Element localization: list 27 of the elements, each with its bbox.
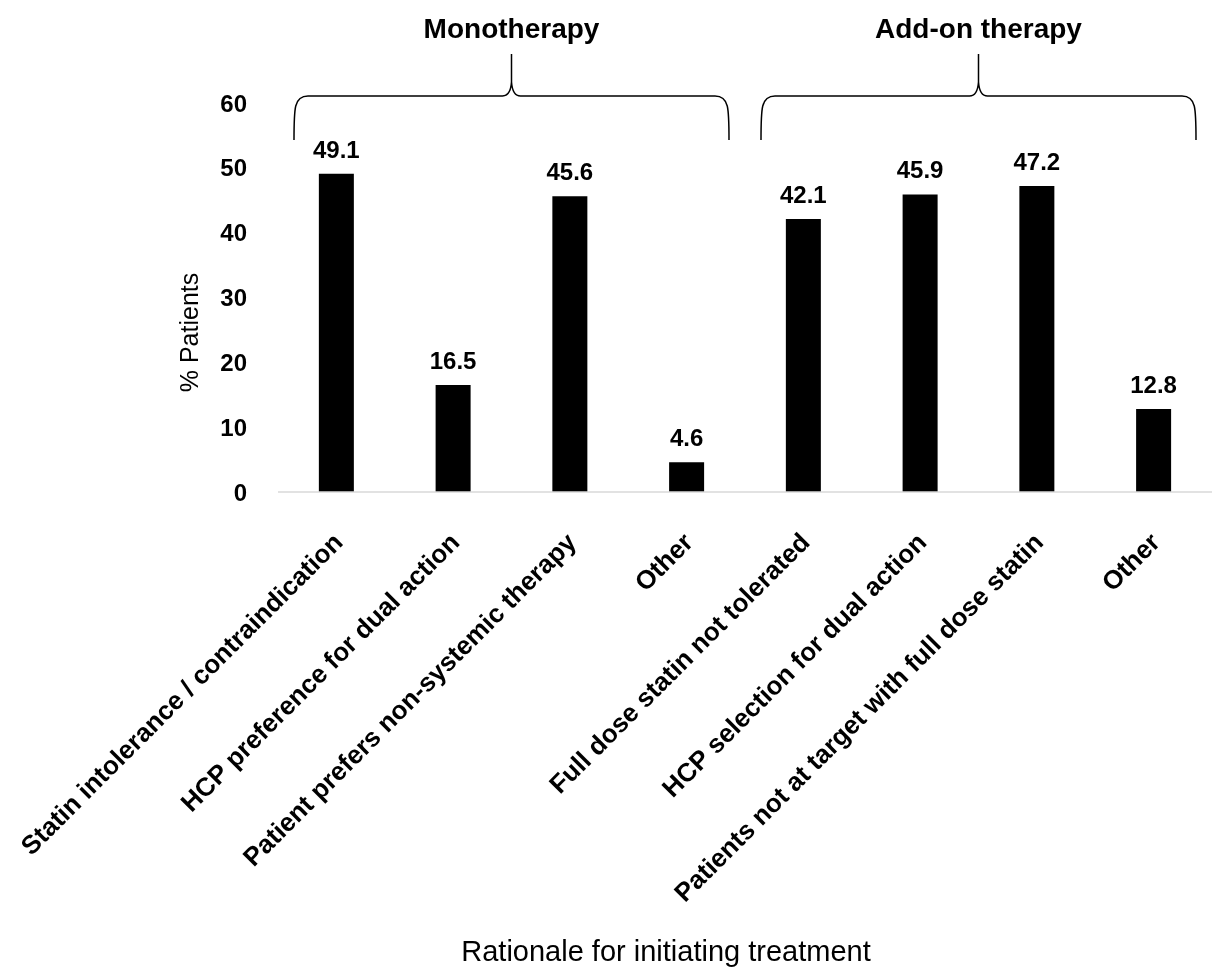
y-tick-label: 50: [220, 154, 247, 182]
data-label: 42.1: [780, 181, 827, 209]
y-tick-label: 10: [220, 413, 247, 441]
bar: [318, 173, 354, 492]
bar: [1136, 409, 1172, 492]
y-tick-label: 0: [233, 478, 247, 506]
y-tick-label: 40: [220, 219, 247, 247]
bar: [785, 219, 821, 492]
y-axis-title: % Patients: [175, 272, 203, 393]
data-label: 4.6: [669, 424, 704, 452]
data-label: 45.9: [896, 156, 944, 184]
data-label: 49.1: [313, 135, 360, 163]
bar: [1019, 185, 1055, 492]
text: Add-on therapy: [875, 13, 1083, 44]
data-label: 45.6: [546, 158, 594, 186]
bar: [669, 462, 705, 492]
bar: [902, 194, 938, 492]
data-label: 16.5: [429, 347, 477, 375]
bar: [552, 196, 588, 492]
bar: [435, 385, 471, 492]
data-label: 12.8: [1130, 371, 1177, 399]
y-tick-label: 20: [220, 348, 247, 376]
data-label: 47.2: [1013, 147, 1061, 175]
y-tick-label: 30: [220, 284, 247, 312]
x-axis-title: Rationale for initiating treatment: [461, 935, 871, 967]
y-tick-label: 60: [220, 89, 247, 117]
text: Monotherapy: [423, 13, 600, 44]
